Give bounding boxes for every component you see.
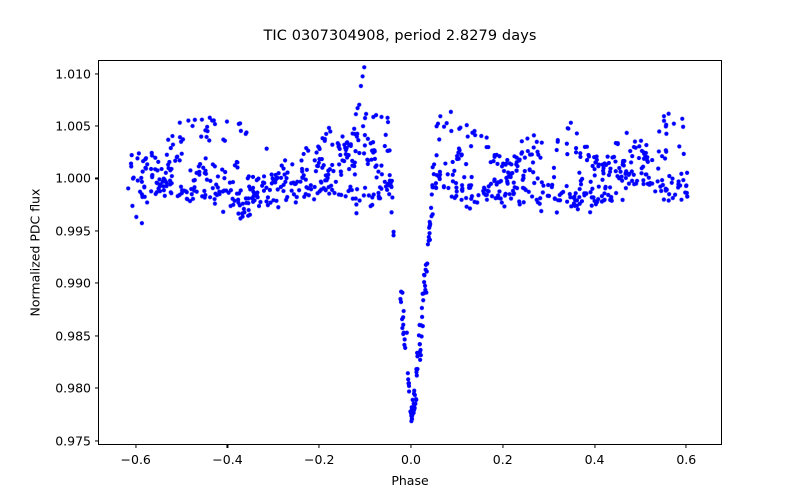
y-axis-label: Normalized PDC flux	[26, 60, 44, 445]
y-tick-label: 0.985	[55, 328, 91, 344]
y-tick-label: 1.005	[55, 118, 91, 134]
y-tick-mark	[95, 230, 99, 232]
y-tick-mark	[95, 177, 99, 180]
x-tick-mark	[135, 444, 137, 448]
y-tick-label: 0.990	[55, 275, 91, 291]
x-tick-label: 0.6	[676, 452, 697, 467]
y-tick-mark	[95, 282, 99, 284]
x-tick-mark	[685, 444, 687, 448]
x-tick-label: −0.2	[304, 452, 335, 467]
y-tick-mark	[95, 335, 99, 337]
x-tick-label: −0.4	[212, 452, 243, 467]
y-axis-label-text: Normalized PDC flux	[27, 188, 43, 317]
x-tick-label: 0.4	[584, 452, 605, 467]
x-tick-mark	[318, 444, 320, 448]
y-tick-label: 1.010	[55, 66, 91, 82]
y-tick-mark	[95, 125, 99, 127]
y-tick-mark	[95, 440, 99, 442]
x-axis-label: Phase	[391, 473, 429, 488]
x-tick-mark	[226, 444, 229, 448]
page-title: TIC 0307304908, period 2.8279 days	[263, 28, 537, 44]
x-tick-mark	[593, 444, 596, 448]
y-tick-mark	[95, 73, 99, 75]
x-tick-mark	[410, 444, 412, 448]
y-tick-label: 0.975	[55, 433, 91, 449]
y-tick-label: 1.000	[55, 170, 91, 186]
x-tick-label: 0.2	[492, 452, 513, 467]
scatter-plot-canvas	[99, 61, 721, 444]
x-tick-mark	[502, 444, 504, 448]
x-tick-label: −0.6	[120, 452, 151, 467]
y-tick-label: 0.995	[55, 223, 91, 239]
y-tick-label: 0.980	[55, 380, 91, 396]
plot-axes: 0.975 0.980 0.985 0.990 0.995 1.000 1.005 1.010…	[55, 60, 722, 467]
x-tick-label: 0.0	[401, 452, 421, 467]
y-tick-mark	[95, 387, 99, 389]
